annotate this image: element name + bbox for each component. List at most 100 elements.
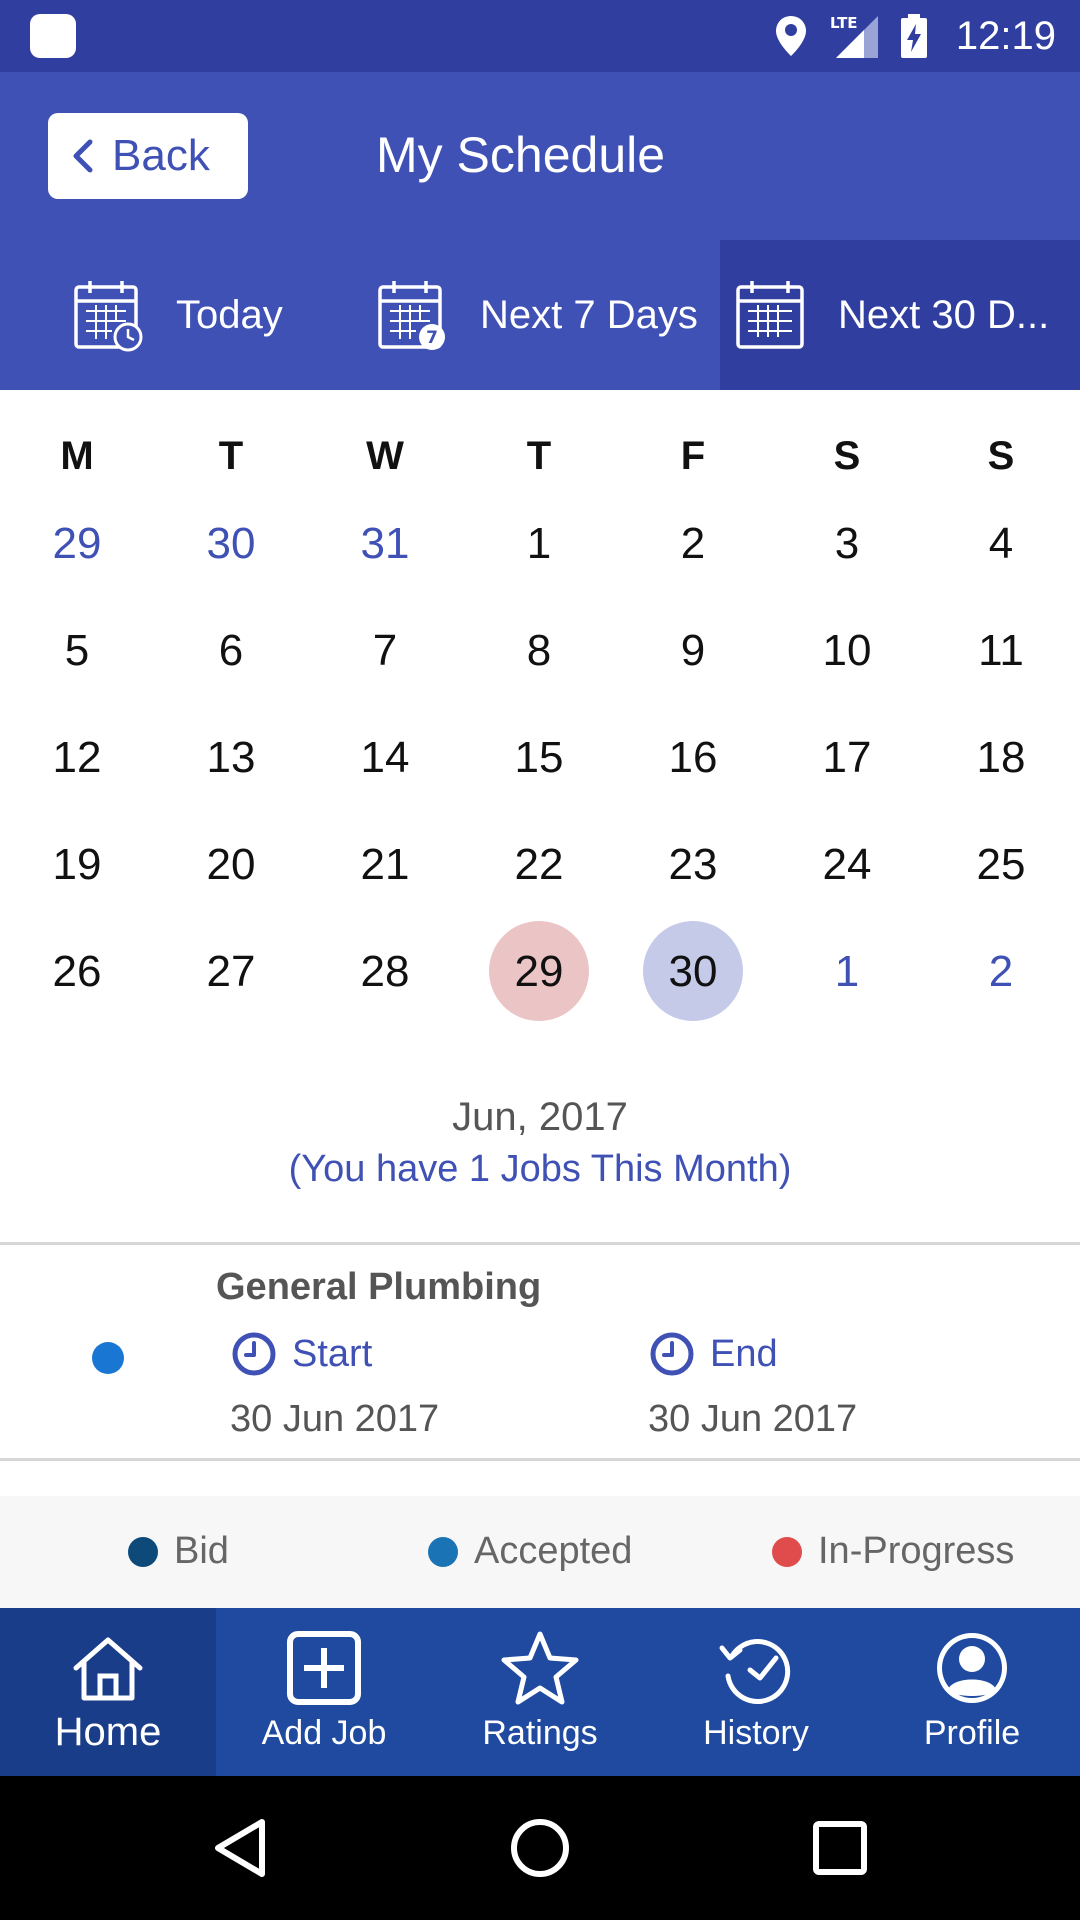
calendar-day[interactable]: 6 [154, 597, 308, 704]
legend-accepted: Accepted [428, 1530, 632, 1573]
calendar-day[interactable]: 17 [770, 704, 924, 811]
calendar-day[interactable]: 24 [770, 811, 924, 918]
back-button[interactable]: Back [48, 113, 248, 199]
battery-charging-icon [900, 14, 927, 58]
day-highlight-circle [643, 921, 743, 1021]
calendar-day-number: 5 [64, 625, 90, 675]
legend-in-progress: In-Progress [772, 1530, 1014, 1573]
divider [0, 1242, 1080, 1245]
calendar-day[interactable]: 31 [308, 490, 462, 597]
calendar-day[interactable]: 3 [770, 490, 924, 597]
calendar-7-icon: 7 [378, 281, 445, 350]
nav-home[interactable]: Home [0, 1608, 216, 1776]
calendar-day-number: 26 [52, 946, 102, 996]
calendar-day[interactable]: 28 [308, 918, 462, 1025]
calendar-day-number: 8 [526, 625, 552, 675]
tab-next-7-days-label: Next 7 Days [480, 292, 698, 337]
tab-next-7-days[interactable]: 7 Next 7 Days [360, 240, 720, 390]
calendar-day[interactable]: 4 [924, 490, 1078, 597]
calendar-day[interactable]: 27 [154, 918, 308, 1025]
nav-add-job[interactable]: Add Job [216, 1608, 432, 1776]
nav-profile[interactable]: Profile [864, 1608, 1080, 1776]
calendar-day[interactable]: 11 [924, 597, 1078, 704]
calendar-week-row: 12 13 14 15 16 17 18 [0, 704, 1080, 811]
weekday-label: T [218, 434, 244, 478]
calendar-day[interactable]: 2 [924, 918, 1078, 1025]
status-bar: LTE 12:19 [0, 0, 1080, 72]
job-end-date: 30 Jun 2017 [648, 1398, 858, 1440]
calendar-day[interactable]: 21 [308, 811, 462, 918]
legend-dot-in-progress [772, 1536, 802, 1567]
home-icon [73, 1637, 143, 1701]
calendar-day[interactable]: 16 [616, 704, 770, 811]
calendar-day[interactable]: 23 [616, 811, 770, 918]
calendar-day-selected[interactable]: 30 [616, 918, 770, 1025]
calendar-day[interactable]: 1 [462, 490, 616, 597]
calendar-week-row: 26 27 28 29 30 1 2 [0, 918, 1080, 1025]
job-end-label: End [710, 1332, 778, 1375]
calendar-day[interactable]: 29 [0, 490, 154, 597]
calendar-day[interactable]: 5 [0, 597, 154, 704]
calendar-day-number: 11 [978, 625, 1024, 675]
calendar-day-number: 20 [206, 839, 256, 889]
job-title: General Plumbing [216, 1266, 542, 1308]
calendar-day-number: 2 [988, 946, 1014, 996]
tab-next-30-days-label: Next 30 D... [838, 292, 1050, 337]
weekday-header: M T W T F S S [0, 434, 1080, 479]
calendar-day[interactable]: 1 [770, 918, 924, 1025]
calendar-clock-icon [74, 281, 143, 352]
calendar-week-row: 19 20 21 22 23 24 25 [0, 811, 1080, 918]
nav-history[interactable]: History [648, 1608, 864, 1776]
tab-today[interactable]: Today [0, 240, 360, 390]
calendar-grid-icon [736, 281, 804, 349]
calendar-day[interactable]: 22 [462, 811, 616, 918]
clock-icon [232, 1332, 276, 1376]
calendar-day[interactable]: 19 [0, 811, 154, 918]
calendar-day[interactable]: 2 [616, 490, 770, 597]
calendar-day[interactable]: 12 [0, 704, 154, 811]
calendar-day[interactable]: 14 [308, 704, 462, 811]
calendar-day[interactable]: 30 [154, 490, 308, 597]
legend-bid: Bid [128, 1530, 229, 1573]
calendar-day-number: 6 [218, 625, 244, 675]
calendar-day-number: 30 [206, 518, 256, 568]
calendar-day[interactable]: 15 [462, 704, 616, 811]
tab-next-30-days[interactable]: Next 30 D... [720, 240, 1080, 390]
job-list-item[interactable]: General Plumbing Start End 30 Jun 2017 3… [0, 1246, 1080, 1460]
calendar-day-today[interactable]: 29 [462, 918, 616, 1025]
calendar-day[interactable]: 26 [0, 918, 154, 1025]
jobs-summary: (You have 1 Jobs This Month) [288, 1148, 792, 1190]
system-recents-icon[interactable] [804, 1812, 876, 1884]
history-icon [719, 1639, 791, 1704]
calendar-day[interactable]: 20 [154, 811, 308, 918]
calendar-day[interactable]: 25 [924, 811, 1078, 918]
lte-signal-icon: LTE [830, 14, 878, 58]
calendar-day-number: 19 [52, 839, 102, 889]
calendar-day-number: 31 [360, 518, 410, 568]
tab-today-label: Today [176, 292, 283, 337]
calendar-day-number: 29 [52, 518, 102, 568]
system-home-icon[interactable] [504, 1812, 576, 1884]
calendar-day[interactable]: 8 [462, 597, 616, 704]
calendar-day[interactable]: 9 [616, 597, 770, 704]
calendar-day[interactable]: 13 [154, 704, 308, 811]
calendar-day-number: 9 [680, 625, 706, 675]
calendar-day-number: 22 [514, 839, 564, 889]
calendar-day-number: 14 [360, 732, 410, 782]
job-status-dot [92, 1342, 124, 1374]
clock-icon [650, 1332, 694, 1376]
nav-profile-label: Profile [923, 1714, 1021, 1752]
calendar-day[interactable]: 18 [924, 704, 1078, 811]
app-bar: Back My Schedule [0, 72, 1080, 240]
status-legend: Bid Accepted In-Progress [0, 1496, 1080, 1608]
calendar-day[interactable]: 7 [308, 597, 462, 704]
legend-dot-accepted [428, 1536, 458, 1567]
back-button-label: Back [112, 131, 210, 180]
job-start: Start [230, 1330, 372, 1378]
nav-ratings[interactable]: Ratings [432, 1608, 648, 1776]
system-navigation-bar [0, 1776, 1080, 1920]
nav-add-job-label: Add Job [261, 1714, 387, 1752]
weekday-label: S [987, 434, 1015, 478]
system-back-icon[interactable] [204, 1812, 276, 1884]
calendar-day[interactable]: 10 [770, 597, 924, 704]
